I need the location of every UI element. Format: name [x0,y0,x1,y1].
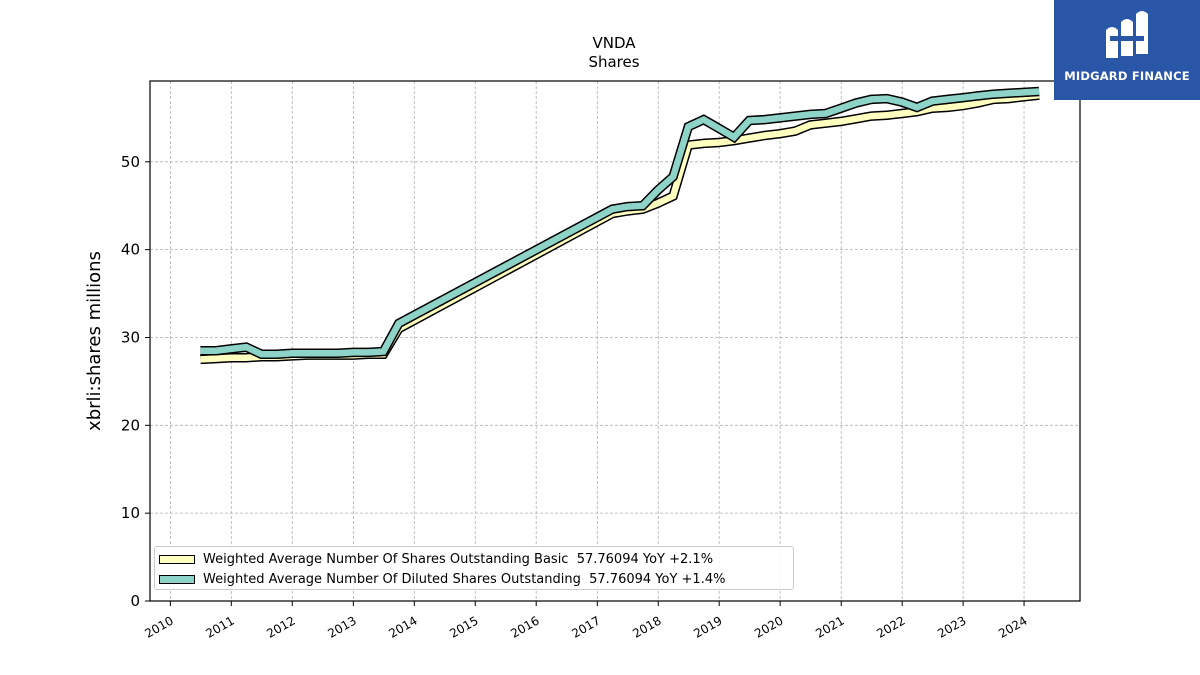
grid-lines [150,81,1080,602]
legend-label-basic: Weighted Average Number Of Shares Outsta… [203,551,714,567]
x-tick-label: 2023 [935,613,968,640]
y-tick-label: 40 [121,241,140,259]
legend-item-diluted: Weighted Average Number Of Diluted Share… [159,570,725,588]
x-tick-label: 2021 [813,613,846,640]
series-outline [200,86,1040,359]
x-tick-label: 2017 [569,613,602,640]
x-tick-label: 2013 [325,613,358,640]
x-tick-label: 2014 [386,613,419,640]
x-tick-label: 2010 [142,613,175,640]
x-tick-label: 2022 [874,613,907,640]
legend-label-diluted: Weighted Average Number Of Diluted Share… [203,571,726,587]
x-tick-label: 2024 [996,613,1029,640]
chart-legend: Weighted Average Number Of Shares Outsta… [154,546,794,590]
y-tick-label: 50 [121,153,140,171]
y-axis-label: xbrli:shares millions [84,251,105,431]
series-areas [200,86,1040,365]
x-tick-label: 2019 [691,613,724,640]
plot-frame [149,80,1081,602]
x-tick-label: 2016 [508,613,541,640]
y-tick-label: 10 [121,504,140,522]
x-tick-label: 2011 [203,613,236,640]
legend-swatch-diluted [159,574,195,584]
legend-swatch-basic [159,554,195,564]
brand-name: MIDGARD FINANCE [1064,69,1190,83]
legend-item-basic: Weighted Average Number Of Shares Outsta… [159,550,713,568]
chart-title: VNDA [592,34,636,52]
x-tick-label: 2018 [630,613,663,640]
series-outline [200,90,1040,365]
series-line [200,88,1040,358]
x-tick-label: 2020 [752,613,785,640]
y-tick-label: 0 [130,592,140,610]
brand-logo: MIDGARD FINANCE [1054,0,1200,100]
midgard-m-logo-icon [1106,11,1148,58]
series-basic [200,90,1040,365]
chart-subtitle: Shares [588,53,639,71]
y-tick-label: 30 [121,328,140,346]
x-tick-label: 2015 [447,613,480,640]
y-tick-label: 20 [121,416,140,434]
series-diluted [200,86,1040,359]
x-tick-label: 2012 [264,613,297,640]
series-line [200,91,1040,363]
